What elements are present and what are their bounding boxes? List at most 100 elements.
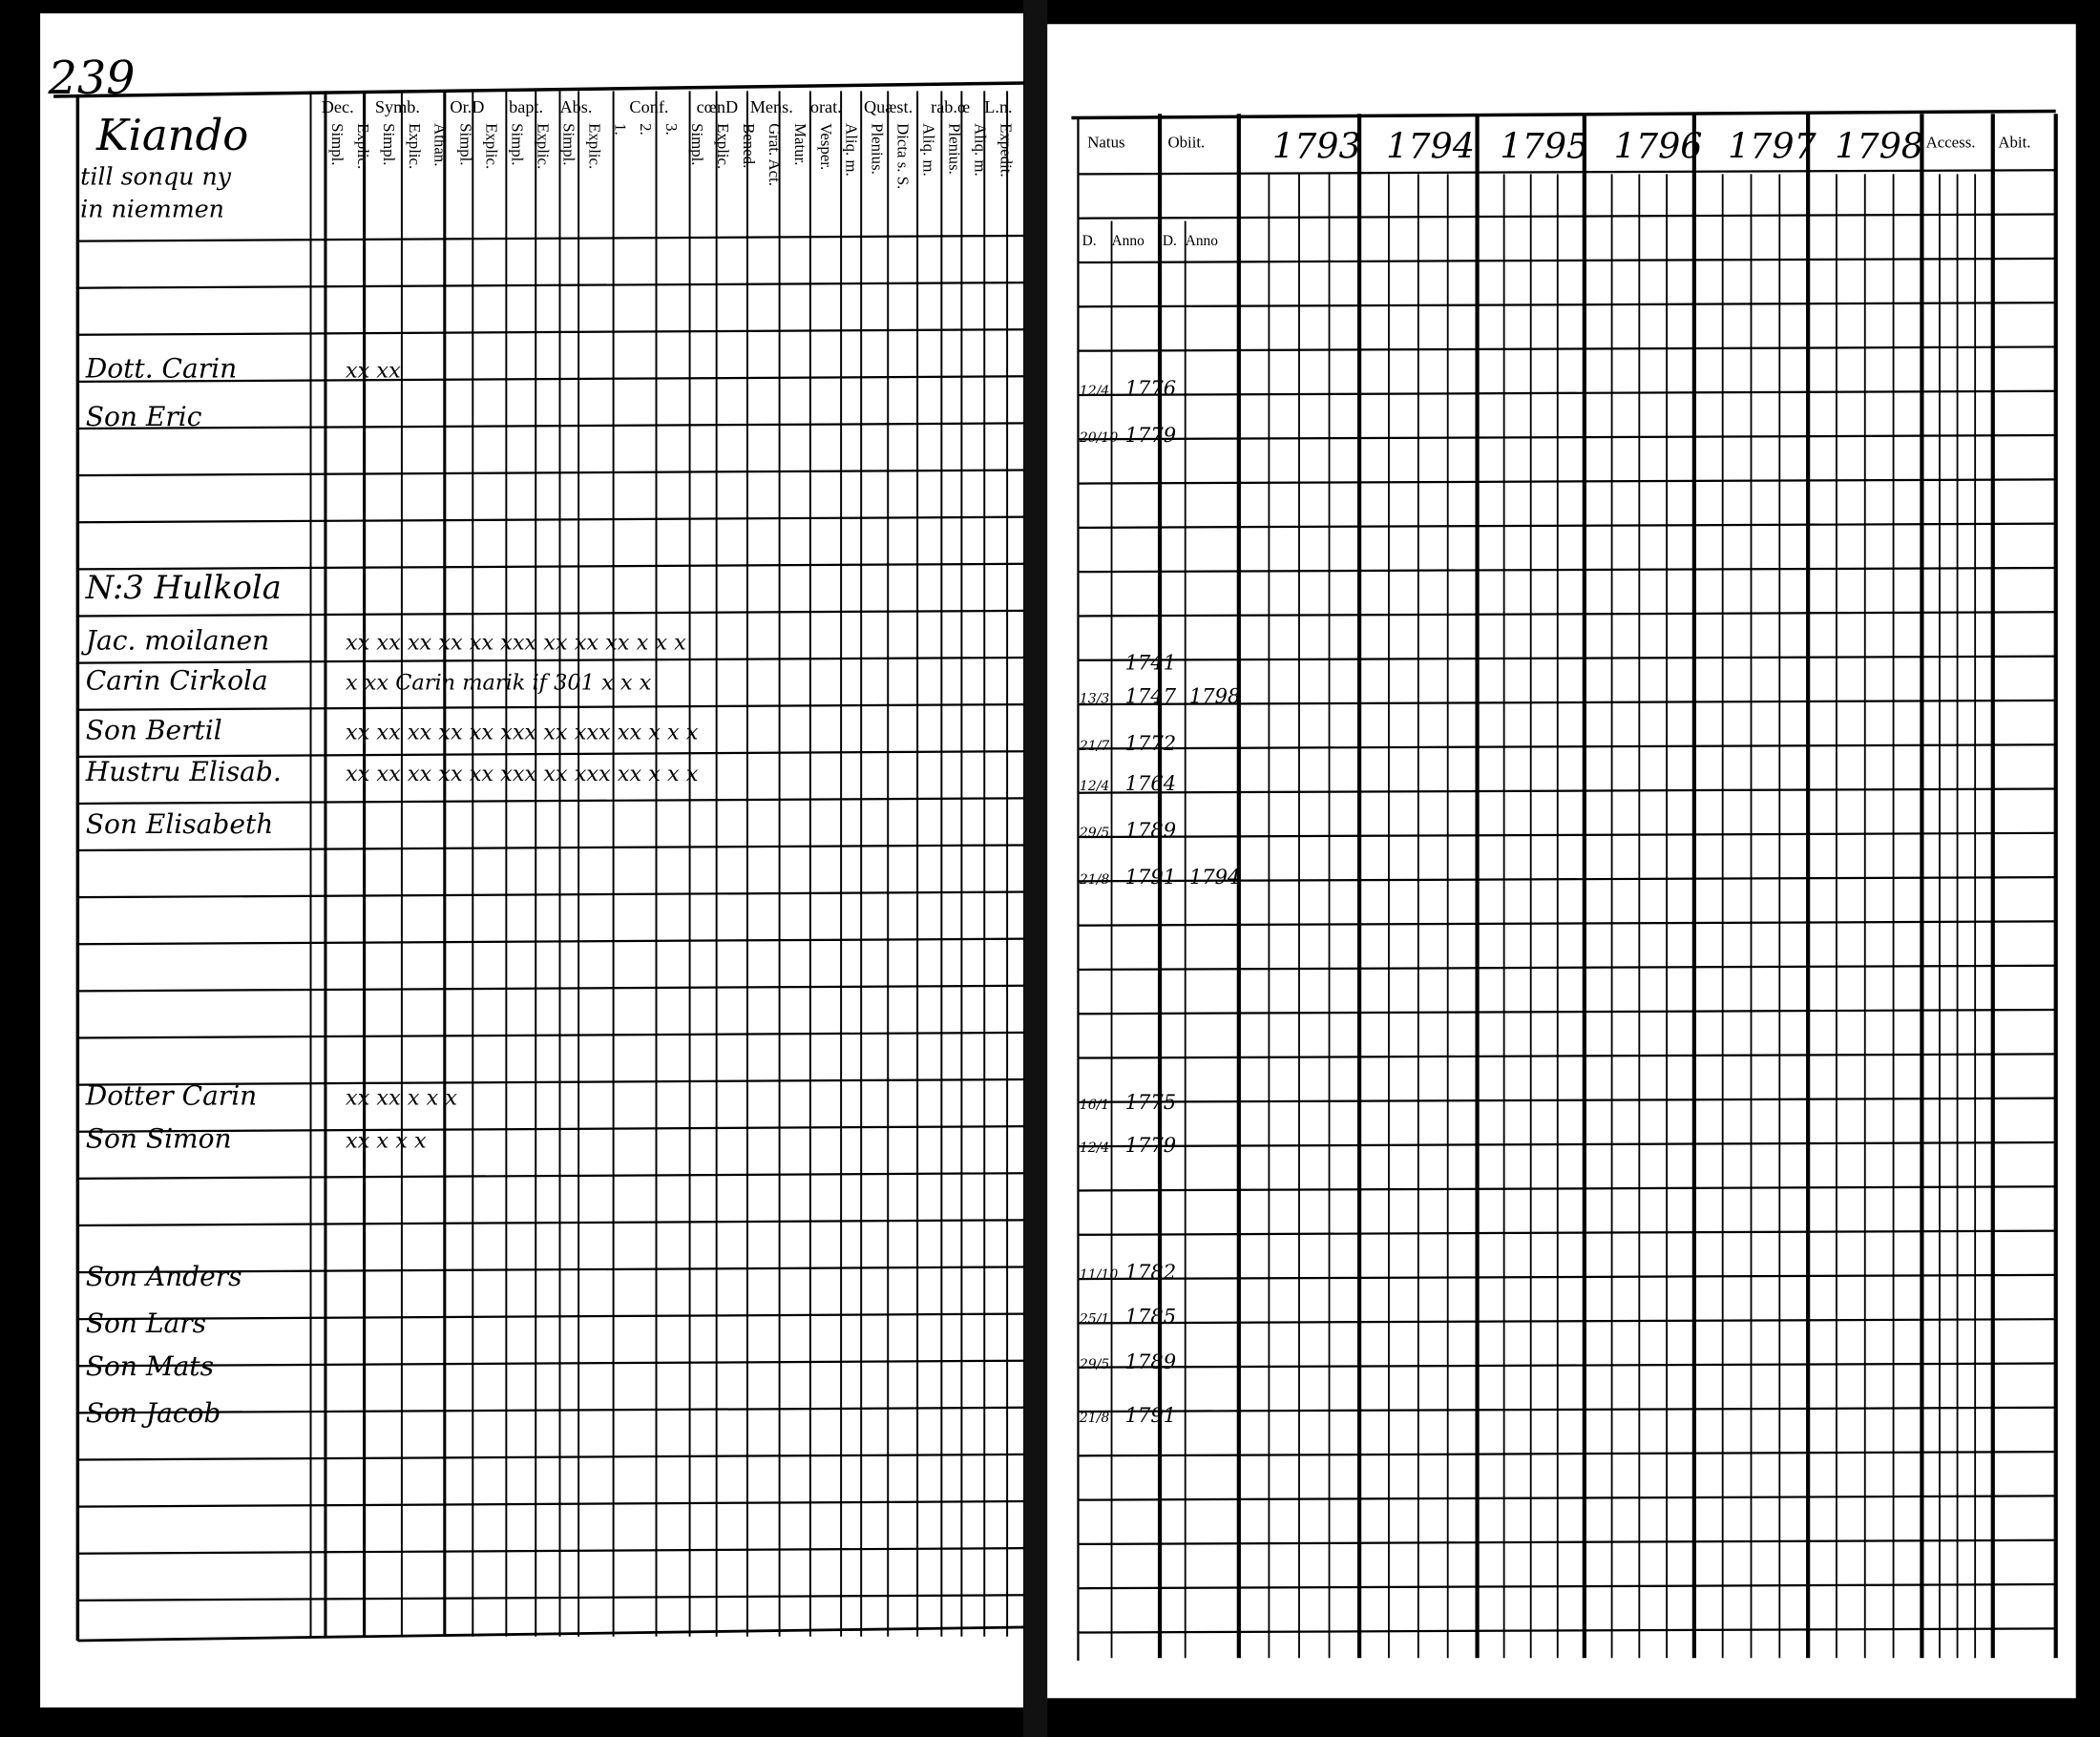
column-header: L.n. [984, 97, 1012, 116]
column-header: 1797 [1728, 126, 1817, 167]
sub-header: Explic. [483, 123, 501, 169]
birth-row: 12/4 1776 [1080, 376, 1176, 400]
column-header: Conf. [629, 97, 668, 116]
entry-name: Jac. moilanen [81, 625, 269, 657]
column-header: Obiit. [1167, 133, 1205, 151]
sub-header: 3. [662, 123, 681, 136]
right-entries: 12/4 1776 20/10 1779 1741 13/3 1747 1798 21/7 177… [1079, 376, 1241, 1427]
birth-year: 1789 [1125, 1350, 1177, 1373]
birth-day: 25/1 [1079, 1311, 1109, 1327]
entry-name: Son Mats [86, 1350, 214, 1382]
entry-marks: xx xx [346, 359, 401, 384]
entry-row: Dotter Carin xx xx x x x [85, 1080, 458, 1112]
birth-row: 21/8 1791 1794 [1079, 865, 1241, 889]
sub-header: 2. [637, 123, 655, 136]
birth-day: 29/5 [1079, 826, 1110, 841]
sub-header: 1. [611, 123, 629, 136]
birth-year: 1779 [1125, 1133, 1177, 1157]
birth-row: 12/4 1779 [1080, 1133, 1176, 1157]
entry-name: Hustru Elisab. [85, 756, 282, 787]
sub-header: Anno [1112, 233, 1145, 249]
entry-marks: xx xx xx xx xx xxx xx xx xx x x x [346, 631, 686, 656]
sub-header: Matur. [791, 123, 809, 165]
sub-header: D. [1163, 233, 1177, 249]
entry-row: Son Anders [86, 1261, 242, 1292]
entry-row: Carin Cirkola x xx Carin marik if 301 x x… [86, 665, 652, 697]
column-header: Natus [1087, 133, 1124, 151]
village-heading-3: in niemmen [80, 195, 224, 222]
sub-header: Expedit. [997, 123, 1015, 178]
entry-name: Son Eric [86, 401, 202, 432]
entry-row: Son Simon xx x x x [86, 1123, 427, 1155]
birth-day: 12/4 [1080, 384, 1109, 399]
entry-name: Son Anders [86, 1261, 242, 1292]
sub-header: Bened. [740, 123, 758, 168]
column-header: Abs. [559, 97, 592, 116]
column-header: bapt. [509, 97, 543, 116]
entry-name: Son Simon [86, 1123, 232, 1155]
birth-row: 13/3 1747 1798 [1080, 684, 1241, 708]
sub-header: Simpl. [328, 123, 346, 165]
entry-name: Carin Cirkola [86, 665, 268, 697]
birth-row: 25/1 1785 [1079, 1304, 1176, 1328]
birth-row: 12/4 1764 [1080, 771, 1176, 795]
birth-day: 12/4 [1080, 779, 1109, 794]
entry-row: N:3 Hulkola [85, 569, 282, 606]
sub-header: Aliq. m. [920, 123, 938, 177]
entry-row: Son Jacob [86, 1397, 221, 1429]
birth-year: 1791 [1125, 1403, 1177, 1427]
entry-name: Dotter Carin [85, 1080, 257, 1112]
entry-marks: xx xx xx xx xx xxx xx xxx xx x x x [346, 762, 699, 786]
column-header: orat. [810, 97, 842, 116]
sub-header: Plenius. [869, 123, 887, 175]
entry-marks: xx xx xx xx xx xxx xx xxx xx x x x [346, 721, 699, 745]
birth-day: 21/7 [1079, 739, 1110, 754]
entry-name: Son Bertil [86, 715, 222, 746]
column-header: Quæst. [864, 97, 913, 116]
entry-row: Son Eric [86, 401, 202, 432]
birth-day: 21/8 [1079, 1411, 1110, 1426]
column-header: rab.œ [931, 97, 970, 116]
birth-year: 1779 [1125, 423, 1177, 447]
sub-header: Explic. [354, 123, 372, 169]
entry-name: Dott. Carin [85, 353, 237, 385]
sub-header: Aliq. m. [971, 123, 989, 177]
birth-day: 12/4 [1080, 1141, 1109, 1156]
column-header: Symb. [375, 97, 420, 116]
entry-row: Jac. moilanen xx xx xx xx xx xxx xx xx xx… [81, 625, 686, 657]
sub-header: Explic. [585, 123, 603, 169]
left-sub-headers: Simpl. Explic. Simpl. Explic. Athan. Simpl. Ex… [328, 123, 1015, 189]
birth-year: 1789 [1125, 818, 1177, 842]
birth-row: 16/1 1775 [1080, 1090, 1176, 1114]
sub-header: Simpl. [559, 123, 578, 165]
column-header: Dec. [322, 97, 354, 116]
column-header: Abit. [1998, 133, 2030, 151]
death-year: 1794 [1189, 865, 1241, 889]
entry-row: Hustru Elisab. xx xx xx xx xx xxx xx xxx … [85, 756, 699, 787]
entry-row: Son Lars [86, 1308, 206, 1339]
book-spine [1022, 0, 1048, 1737]
birth-row: 1741 [1125, 651, 1177, 675]
left-page [40, 13, 1025, 1708]
column-header: Or.D [450, 97, 484, 116]
birth-year: 1741 [1125, 651, 1177, 675]
entry-marks: x xx Carin marik if 301 x x x [346, 671, 652, 696]
birth-day: 20/10 [1079, 430, 1118, 446]
birth-day: 16/1 [1080, 1098, 1109, 1113]
column-header: Mens. [750, 97, 793, 116]
entry-name: N:3 Hulkola [85, 569, 282, 606]
left-entries: Dott. Carin xx xx Son Eric N:3 Hulkola Jac. … [81, 353, 699, 1430]
birth-day: 11/10 [1080, 1267, 1118, 1283]
column-header: 1796 [1614, 126, 1703, 167]
sub-header: Explic. [406, 123, 424, 169]
birth-year: 1782 [1125, 1260, 1177, 1284]
column-header: 1794 [1386, 126, 1475, 167]
birth-year: 1764 [1125, 771, 1177, 795]
birth-year: 1772 [1125, 731, 1177, 755]
birth-year: 1785 [1125, 1304, 1177, 1328]
sub-header: Plenius. [945, 123, 963, 175]
birth-day: 29/5 [1079, 1357, 1110, 1372]
birth-row: 29/5 1789 [1079, 818, 1176, 842]
birth-year: 1791 [1125, 865, 1177, 889]
entry-marks: xx x x x [346, 1129, 427, 1154]
